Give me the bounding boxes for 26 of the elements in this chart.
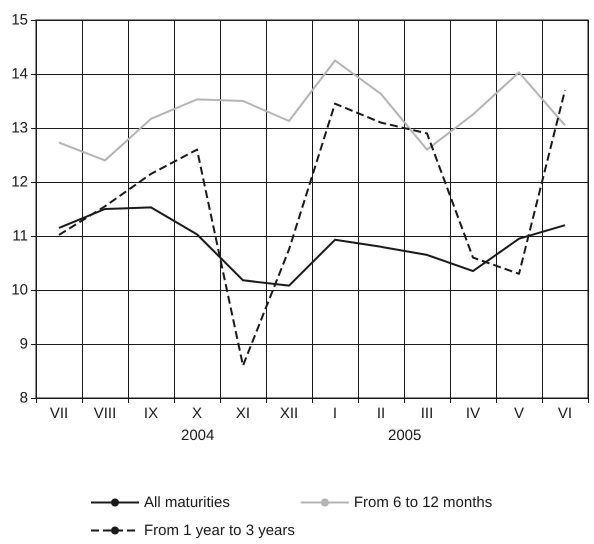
x-tick-label: IX (144, 405, 158, 422)
x-tick-label: VIII (94, 405, 116, 422)
y-tick-label: 12 (11, 174, 28, 190)
legend-label: From 1 year to 3 years (144, 522, 295, 539)
y-tick-label: 10 (11, 282, 28, 298)
y-tick-label: 11 (12, 228, 28, 244)
x-tick-label: III (420, 405, 434, 422)
y-tick-label: 9 (20, 336, 28, 352)
legend-label: All maturities (144, 494, 230, 511)
x-tick-label: VII (50, 405, 68, 422)
y-tick-label: 15 (11, 12, 28, 28)
x-tick-label: II (376, 405, 386, 422)
text: 2004 (181, 427, 214, 444)
x-tick-label: I (332, 405, 338, 422)
x-tick-label: IV (466, 405, 480, 422)
text: 2005 (388, 427, 422, 444)
legend-label: From 6 to 12 months (354, 494, 492, 511)
line-series (58, 60, 566, 162)
x-tick-label: XII (280, 405, 298, 422)
x-tick-label: V (514, 405, 524, 422)
y-tick-label: 8 (20, 390, 28, 406)
y-tick-label: 13 (11, 120, 28, 136)
x-tick-label: XI (236, 405, 250, 422)
y-tick-label: 14 (11, 66, 28, 82)
x-tick-label: VI (558, 405, 572, 422)
x-tick-label: X (192, 405, 202, 422)
